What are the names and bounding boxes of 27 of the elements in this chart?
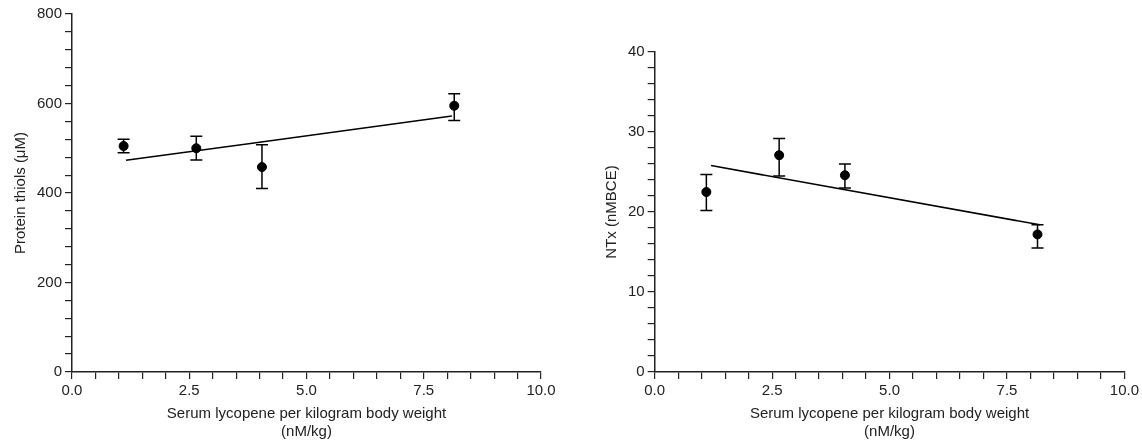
y-axis-title: Protein thiols (μM) xyxy=(11,131,29,255)
x-tick-label: 5.0 xyxy=(296,381,317,399)
point xyxy=(191,143,202,154)
y-tick-label: 200 xyxy=(37,272,63,290)
y-axis-title: NTx (nMBCE) xyxy=(602,165,620,259)
y-tick-label: 0 xyxy=(636,362,645,380)
y-tick-label: 800 xyxy=(37,4,63,22)
y-tick-label: 40 xyxy=(628,42,645,60)
x-tick-label: 7.5 xyxy=(413,381,435,399)
x-tick-label: 0.0 xyxy=(644,381,666,399)
x-tick-label: 10.0 xyxy=(526,381,556,399)
x-tick-label: 5.0 xyxy=(879,381,900,399)
x-axis-title: Serum lycopene per kilogram body weight (nM/kg) xyxy=(749,404,1031,440)
y-tick-label: 600 xyxy=(37,93,63,111)
point xyxy=(1032,229,1043,240)
y-tick-label: 30 xyxy=(628,122,645,140)
point xyxy=(701,187,712,197)
y-tick-label: 0 xyxy=(53,362,63,380)
x-tick-label: 2.5 xyxy=(761,381,783,399)
y-tick-label: 10 xyxy=(628,282,645,300)
x-tick-label: 10.0 xyxy=(1109,381,1139,399)
x-tick-label: 7.5 xyxy=(996,381,1018,399)
y-tick-label: 20 xyxy=(628,202,645,220)
x-tick-label: 2.5 xyxy=(178,381,200,399)
x-axis-title: Serum lycopene per kilogram body weight (nM/kg) xyxy=(166,404,447,440)
x-tick-label: 0.0 xyxy=(61,381,83,399)
y-tick-label: 400 xyxy=(37,183,63,201)
